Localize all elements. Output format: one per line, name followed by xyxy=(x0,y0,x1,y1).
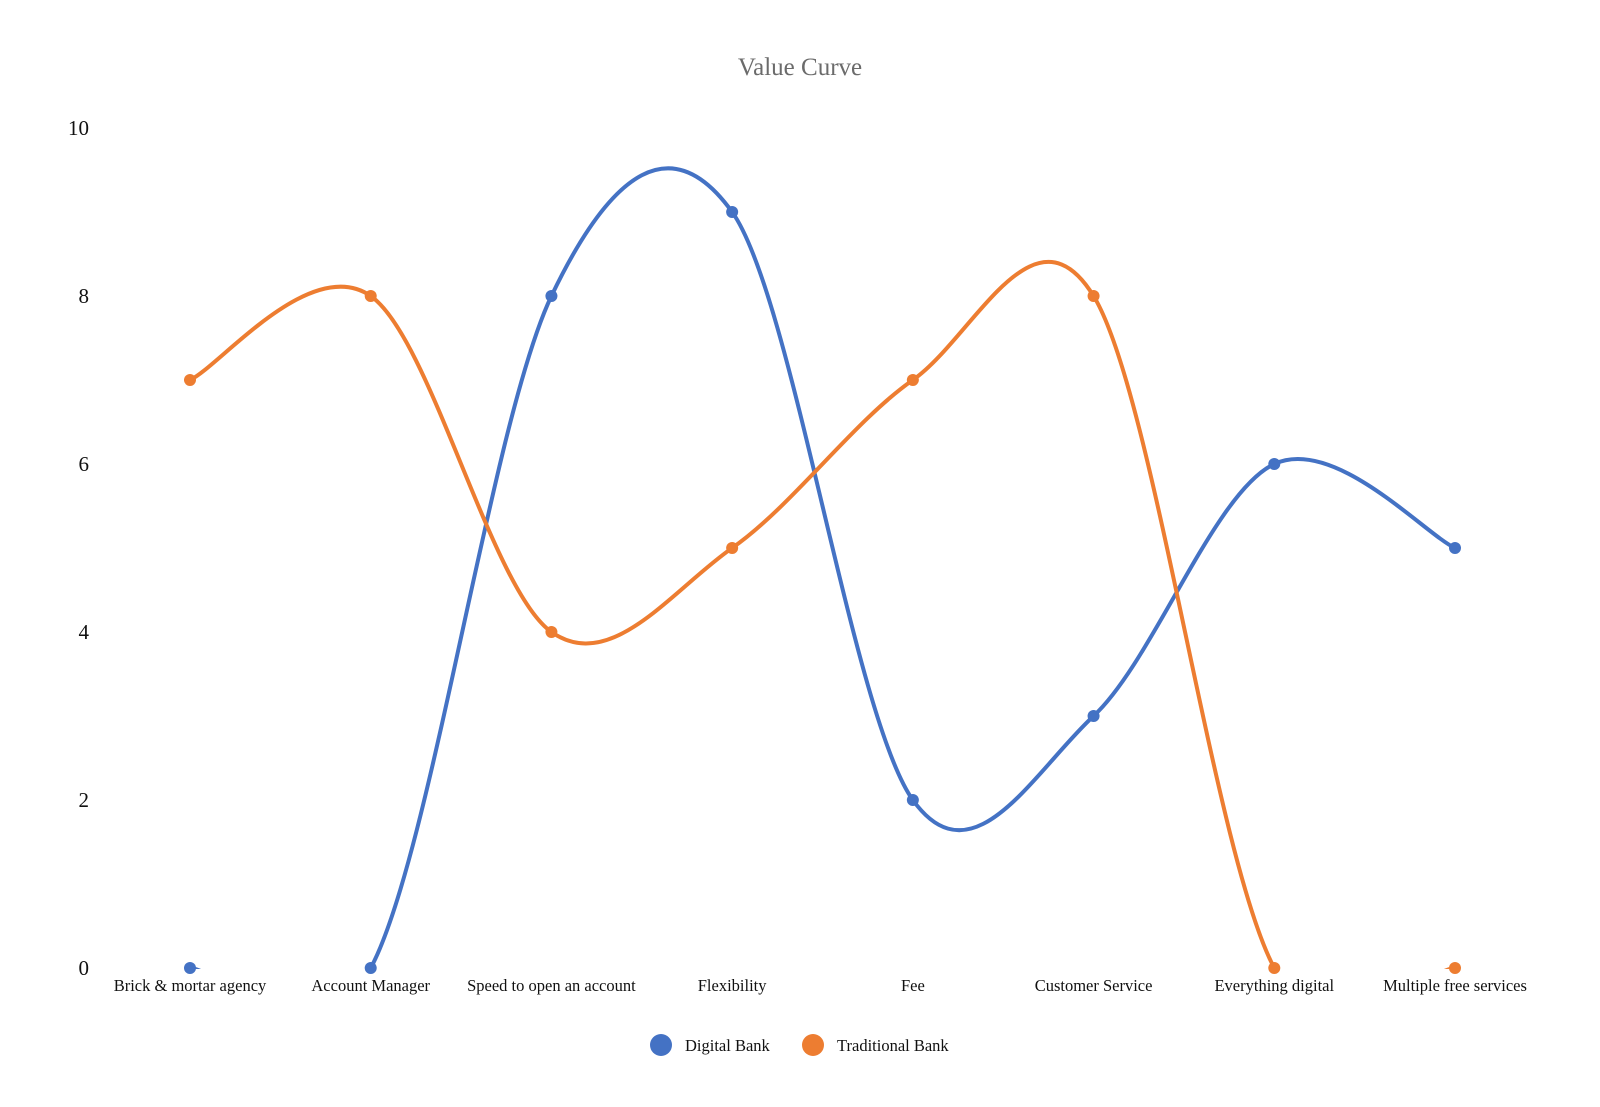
data-point xyxy=(1449,962,1461,974)
data-point xyxy=(364,290,377,302)
x-tick-label: Brick & mortar agency xyxy=(114,976,267,995)
data-point xyxy=(1268,962,1281,974)
data-point xyxy=(1087,710,1100,722)
x-tick-label: Flexibility xyxy=(698,976,768,995)
y-tick-label: 4 xyxy=(79,620,90,644)
x-tick-label: Fee xyxy=(901,976,925,995)
legend-label: Traditional Bank xyxy=(837,1036,949,1055)
series-traditional-bank xyxy=(184,259,1461,974)
legend-marker xyxy=(650,1034,672,1056)
y-tick-label: 0 xyxy=(79,956,90,980)
data-point xyxy=(726,542,739,554)
data-point xyxy=(545,290,558,302)
data-point xyxy=(184,962,196,974)
y-axis: 0 2 4 6 8 10 xyxy=(68,116,90,980)
legend-item: Digital Bank xyxy=(650,1034,771,1056)
data-point xyxy=(545,626,558,638)
data-point xyxy=(184,374,196,386)
series-line xyxy=(188,166,1457,969)
legend: Digital Bank Traditional Bank xyxy=(650,1034,949,1056)
legend-item: Traditional Bank xyxy=(802,1034,949,1056)
series-line xyxy=(188,259,1457,969)
y-tick-label: 10 xyxy=(68,116,89,140)
y-tick-label: 6 xyxy=(79,452,90,476)
data-point xyxy=(906,794,919,806)
legend-label: Digital Bank xyxy=(685,1036,771,1055)
legend-marker xyxy=(802,1034,824,1056)
data-point xyxy=(364,962,377,974)
data-point xyxy=(1268,458,1281,470)
y-tick-label: 2 xyxy=(79,788,90,812)
data-point xyxy=(1087,290,1100,302)
x-tick-label: Multiple free services xyxy=(1383,976,1527,995)
chart-title: Value Curve xyxy=(738,54,862,81)
series-digital-bank xyxy=(184,166,1461,974)
y-tick-label: 8 xyxy=(79,284,90,308)
x-axis: Brick & mortar agency Account Manager Spee… xyxy=(114,976,1527,995)
x-tick-label: Speed to open an account xyxy=(467,976,636,995)
data-point xyxy=(726,206,739,218)
x-tick-label: Everything digital xyxy=(1214,976,1334,995)
data-point xyxy=(1449,542,1461,554)
data-point xyxy=(906,374,919,386)
x-tick-label: Customer Service xyxy=(1035,976,1153,995)
x-tick-label: Account Manager xyxy=(311,976,430,995)
series-layer xyxy=(184,166,1461,974)
